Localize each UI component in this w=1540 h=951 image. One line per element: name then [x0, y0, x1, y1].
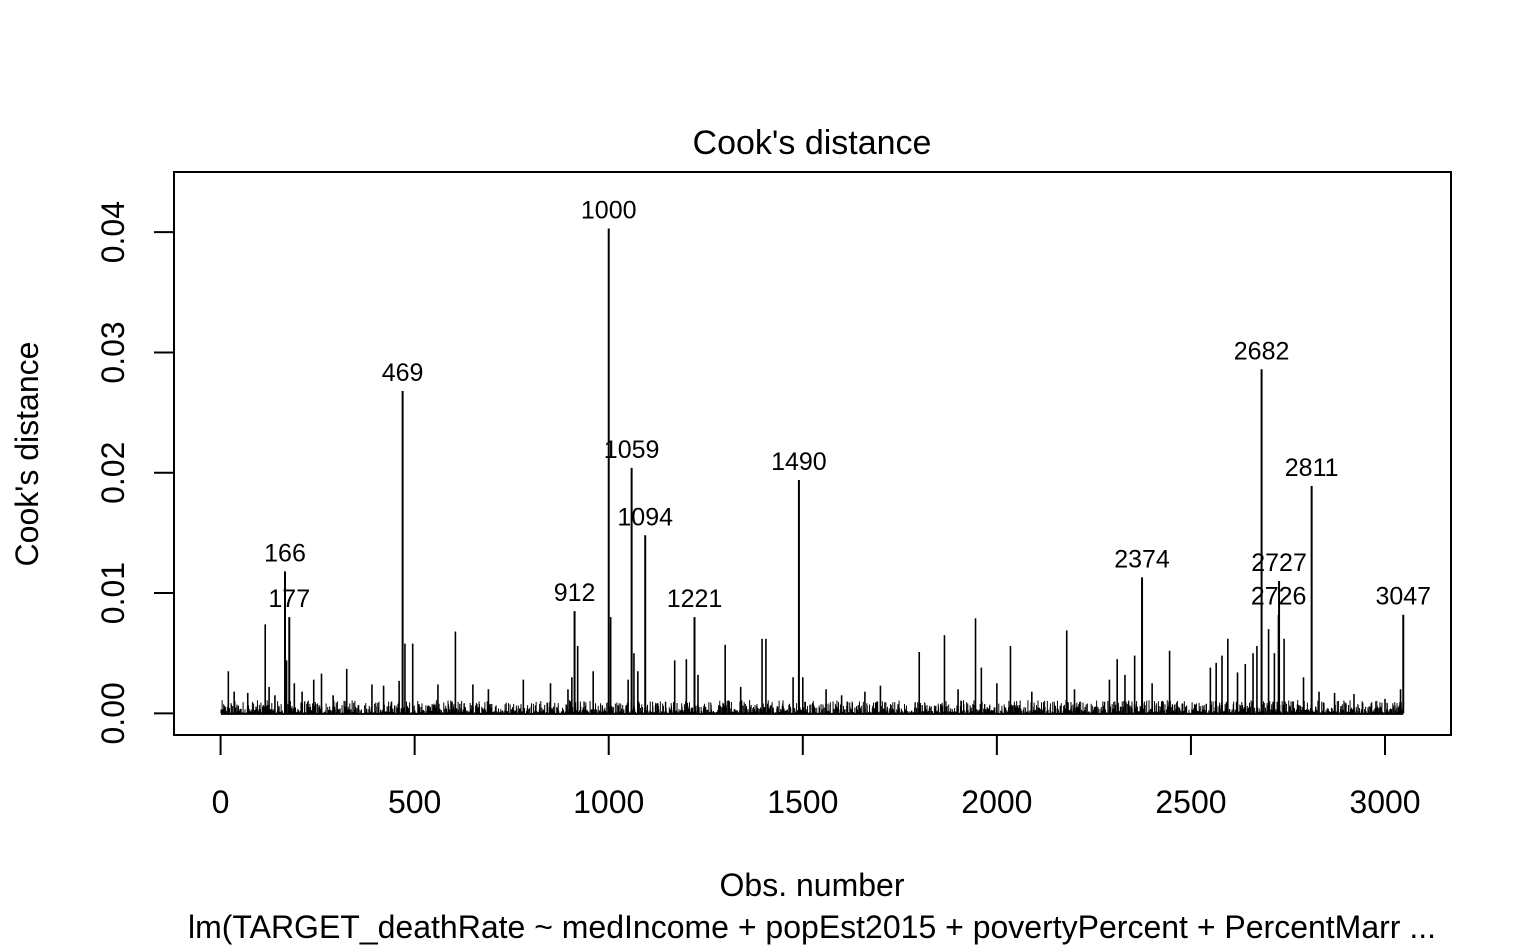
y-tick-label: 0.04 — [95, 201, 131, 263]
x-axis: 0 500 1000 1500 2000 2500 3000 — [212, 734, 1421, 820]
baseline-noise — [220, 700, 1404, 715]
chart-title: Cook's distance — [693, 124, 932, 162]
point-label-1490: 1490 — [771, 448, 827, 476]
point-label-912: 912 — [554, 579, 596, 607]
noise-bars — [220, 700, 1404, 714]
point-labels: 166 177 469 912 1000 1059 1094 1221 1490 2374 2682… — [264, 197, 1431, 614]
y-axis-label: Cook's distance — [9, 342, 45, 567]
point-label-1221: 1221 — [667, 585, 723, 613]
point-label-2682: 2682 — [1234, 337, 1290, 365]
point-label-2726: 2726 — [1251, 583, 1307, 611]
x-tick-label: 1500 — [767, 784, 838, 820]
x-tick-label: 0 — [212, 784, 230, 820]
spike-series — [227, 228, 1405, 714]
y-tick-label: 0.03 — [95, 321, 131, 383]
y-tick-label: 0.01 — [95, 562, 131, 624]
point-label-2374: 2374 — [1114, 545, 1170, 573]
point-label-2811: 2811 — [1285, 454, 1339, 482]
point-label-1000: 1000 — [581, 197, 637, 225]
x-tick-label: 2000 — [961, 784, 1032, 820]
point-label-2727: 2727 — [1251, 549, 1307, 577]
x-axis-label: Obs. number — [720, 867, 905, 903]
point-label-1094: 1094 — [617, 503, 673, 531]
x-tick-label: 3000 — [1349, 784, 1420, 820]
y-tick-label: 0.00 — [95, 682, 131, 744]
point-label-166: 166 — [264, 539, 306, 567]
point-label-469: 469 — [382, 359, 424, 387]
point-label-177: 177 — [268, 585, 310, 613]
x-tick-label: 2500 — [1155, 784, 1226, 820]
y-axis: 0.00 0.01 0.02 0.03 0.04 — [95, 201, 175, 744]
model-caption: lm(TARGET_deathRate ~ medIncome + popEst… — [188, 909, 1436, 945]
y-tick-label: 0.02 — [95, 442, 131, 504]
point-label-3047: 3047 — [1375, 583, 1431, 611]
x-tick-label: 1000 — [573, 784, 644, 820]
point-label-1059: 1059 — [604, 436, 660, 464]
x-tick-label: 500 — [388, 784, 441, 820]
